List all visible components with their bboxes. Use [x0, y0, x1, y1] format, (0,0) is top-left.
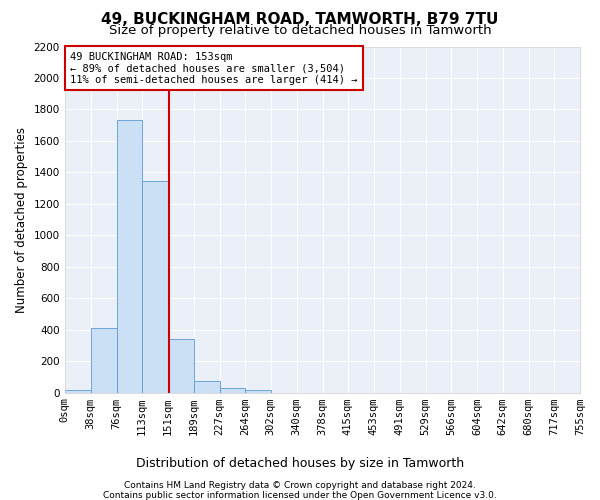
Bar [91, 328, 116, 392]
Text: Distribution of detached houses by size in Tamworth: Distribution of detached houses by size … [136, 458, 464, 470]
Text: 49, BUCKINGHAM ROAD, TAMWORTH, B79 7TU: 49, BUCKINGHAM ROAD, TAMWORTH, B79 7TU [101, 12, 499, 28]
Text: 49 BUCKINGHAM ROAD: 153sqm
← 89% of detached houses are smaller (3,504)
11% of s: 49 BUCKINGHAM ROAD: 153sqm ← 89% of deta… [70, 52, 358, 85]
Bar [220, 388, 245, 392]
Bar [142, 181, 168, 392]
Bar [65, 390, 91, 392]
Y-axis label: Number of detached properties: Number of detached properties [15, 126, 28, 312]
Text: Contains public sector information licensed under the Open Government Licence v3: Contains public sector information licen… [103, 491, 497, 500]
Bar [245, 390, 271, 392]
Text: Size of property relative to detached houses in Tamworth: Size of property relative to detached ho… [109, 24, 491, 37]
Bar [116, 120, 142, 392]
Bar [168, 339, 194, 392]
Bar [194, 381, 220, 392]
Text: Contains HM Land Registry data © Crown copyright and database right 2024.: Contains HM Land Registry data © Crown c… [124, 481, 476, 490]
